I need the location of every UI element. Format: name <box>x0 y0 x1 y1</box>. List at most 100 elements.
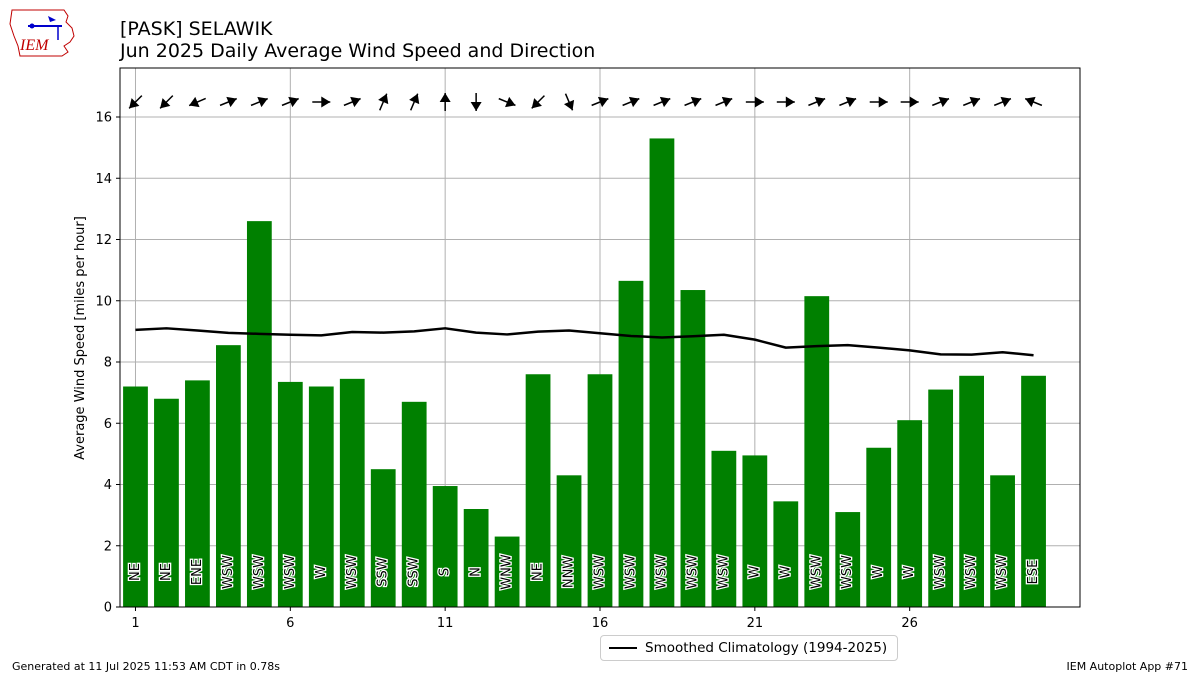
x-tick-label: 11 <box>437 616 454 631</box>
wind-arrow-head <box>628 96 640 108</box>
wind-arrow-day-10 <box>409 93 420 111</box>
direction-label-day-15: NNW <box>562 556 577 588</box>
direction-label-day-16: WSW <box>593 555 608 589</box>
y-axis-label: Average Wind Speed [miles per hour] <box>73 216 88 460</box>
direction-label-day-3: ENE <box>190 559 205 585</box>
direction-label-day-2: NE <box>159 563 174 581</box>
wind-arrow-day-13 <box>498 96 516 108</box>
bar-day-11 <box>432 486 458 607</box>
legend-line-swatch <box>609 647 637 649</box>
legend-label: Smoothed Climatology (1994-2025) <box>645 640 888 656</box>
direction-label-day-1: NE <box>128 563 143 581</box>
wind-arrow-day-8 <box>343 96 361 108</box>
wind-arrow-head <box>226 96 237 108</box>
wind-arrow-day-20 <box>715 96 733 108</box>
bar-day-29 <box>990 475 1015 607</box>
direction-label-day-8: WSW <box>345 555 360 589</box>
direction-label-day-18: WSW <box>654 555 669 589</box>
wind-arrow-head <box>938 96 949 108</box>
direction-label-day-29: WSW <box>995 555 1010 589</box>
wind-arrow-day-24 <box>839 96 857 108</box>
direction-label-day-14: NE <box>531 563 546 581</box>
wind-arrow-head <box>597 96 609 108</box>
y-tick-label: 12 <box>95 233 112 248</box>
direction-arrows <box>128 93 1043 111</box>
bar-day-30 <box>1021 375 1046 607</box>
wind-arrow-day-6 <box>281 96 299 108</box>
wind-arrow-head <box>288 96 299 108</box>
wind-arrow-day-29 <box>993 96 1012 108</box>
wind-arrow-day-9 <box>378 93 389 111</box>
bar-day-3 <box>185 380 210 607</box>
direction-labels: NE NE ENE WSW WSW WSW W WSW SSW SSW S N WNW NE NNW WSW W… <box>127 553 1043 591</box>
wind-arrow-day-17 <box>622 96 640 108</box>
bar-day-4 <box>216 345 241 607</box>
bar-day-2 <box>154 398 179 607</box>
wind-arrow-day-19 <box>684 96 702 108</box>
direction-label-day-20: WSW <box>716 555 731 589</box>
wind-arrow-day-11 <box>439 93 451 111</box>
bar-day-22 <box>773 501 799 607</box>
wind-arrow-head <box>969 96 980 108</box>
wind-arrow-head <box>1000 96 1011 108</box>
climatology-line-group <box>135 327 1034 357</box>
wind-arrow-head <box>257 96 268 108</box>
wind-arrow-day-2 <box>159 95 174 109</box>
direction-label-day-21: W <box>747 565 762 578</box>
wind-arrow-day-4 <box>219 96 238 108</box>
x-tick-label: 21 <box>747 616 764 631</box>
wind-arrow-head <box>754 96 764 108</box>
legend: Smoothed Climatology (1994-2025) <box>600 635 898 661</box>
wind-arrow-day-16 <box>591 96 609 108</box>
wind-arrow-head <box>531 98 542 109</box>
wind-arrow-head <box>409 93 420 105</box>
wind-arrow-day-15 <box>563 93 575 111</box>
bar-day-24 <box>835 512 861 607</box>
wind-arrow-head <box>350 96 361 108</box>
wind-arrow-day-22 <box>776 96 795 108</box>
wind-arrow-day-26 <box>900 96 919 108</box>
wind-arrow-day-12 <box>470 93 482 111</box>
wind-arrow-day-14 <box>531 95 545 109</box>
wind-arrow-head <box>845 96 857 108</box>
y-tick-label: 14 <box>95 172 112 187</box>
chart-title-subtitle: Jun 2025 Daily Average Wind Speed and Di… <box>120 40 596 62</box>
bar-day-19 <box>680 290 706 607</box>
y-tick-label: 4 <box>104 478 112 493</box>
bar-day-8 <box>339 378 365 607</box>
wind-arrow-day-18 <box>653 96 671 108</box>
wind-arrow-head <box>470 102 482 111</box>
footer-generated-text: Generated at 11 Jul 2025 11:53 AM CDT in… <box>12 660 280 673</box>
wind-arrow-head <box>1025 96 1036 108</box>
wind-arrow-day-27 <box>932 96 950 108</box>
chart-title-station: [PASK] SELAWIK <box>120 18 273 40</box>
direction-label-day-6: WSW <box>283 555 298 589</box>
wind-arrow-head <box>439 93 451 102</box>
wind-arrow-day-1 <box>128 95 143 109</box>
wind-arrow-head <box>690 96 702 108</box>
wind-arrow-head <box>659 96 671 108</box>
bar-day-27 <box>928 389 954 607</box>
bar-day-13 <box>494 536 520 607</box>
bar-day-15 <box>556 475 582 607</box>
bar-day-21 <box>742 455 768 607</box>
bar-day-14 <box>525 374 551 607</box>
direction-label-day-24: WSW <box>840 555 855 589</box>
wind-arrow-day-7 <box>312 96 331 108</box>
wind-arrow-day-3 <box>188 96 206 108</box>
direction-label-day-9: SSW <box>376 557 391 587</box>
direction-label-day-23: WSW <box>809 555 824 589</box>
direction-label-day-28: WSW <box>964 555 979 589</box>
wind-arrow-day-28 <box>962 96 981 108</box>
wind-arrow-day-25 <box>869 96 888 108</box>
wind-arrow-head <box>129 98 140 109</box>
bar-day-16 <box>587 374 613 607</box>
y-tick-label: 0 <box>104 601 112 616</box>
direction-label-day-22: W <box>778 565 793 578</box>
direction-label-day-12: N <box>469 567 484 577</box>
bar-day-28 <box>959 375 984 607</box>
direction-label-day-7: W <box>314 565 329 578</box>
direction-label-day-25: W <box>871 565 886 578</box>
x-tick-label: 26 <box>901 616 918 631</box>
